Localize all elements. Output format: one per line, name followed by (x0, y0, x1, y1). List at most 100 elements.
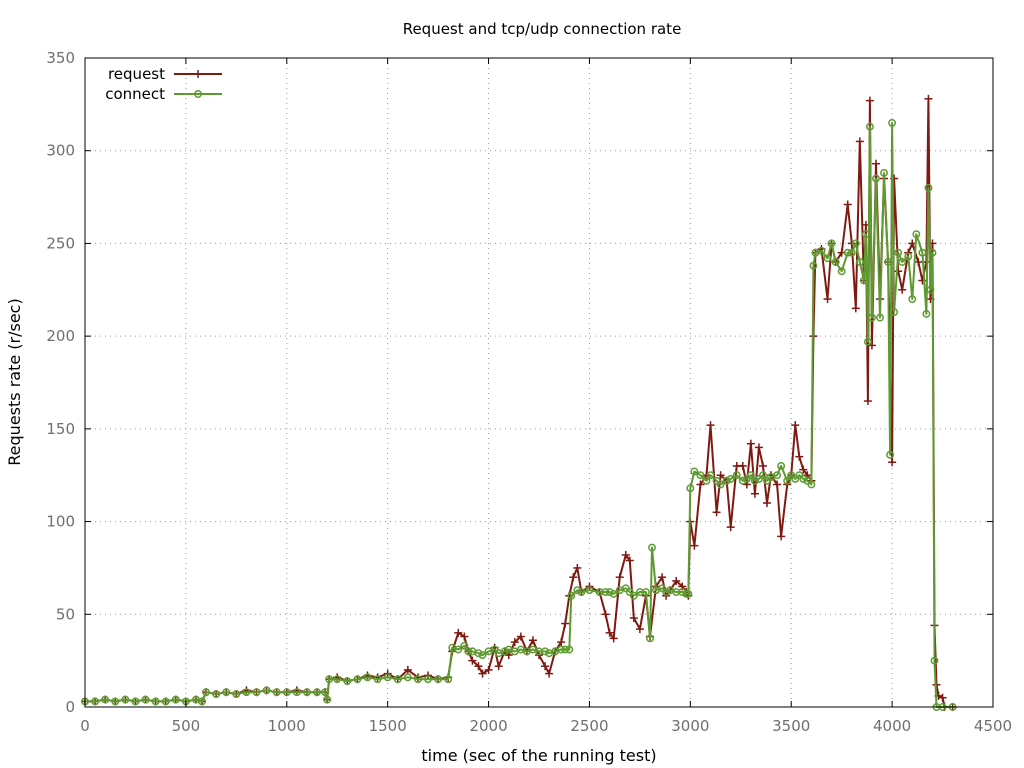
request-point (855, 137, 864, 146)
connect-point (601, 588, 610, 596)
request-point (605, 628, 614, 637)
request-point (894, 267, 903, 276)
connect-point (444, 675, 453, 684)
request-point (888, 458, 897, 467)
connect-point (738, 476, 747, 485)
request-point (716, 471, 725, 480)
y-axis-title: Requests rate (r/sec) (5, 298, 24, 465)
request-point (658, 573, 667, 582)
connect-point (863, 337, 872, 346)
request-point (454, 628, 463, 637)
connect-point (91, 697, 100, 706)
connect-point (926, 285, 935, 294)
connect-point (478, 651, 487, 660)
request-point (823, 295, 832, 304)
request-point (621, 550, 630, 559)
connect-point (353, 675, 362, 684)
connect-point (121, 695, 130, 704)
connect-point (460, 641, 469, 650)
connect-point (222, 688, 231, 697)
connect-point (827, 239, 836, 248)
legend: request connect (105, 65, 222, 103)
request-point (938, 693, 947, 702)
legend-marker-connect (194, 90, 202, 98)
request-point (914, 257, 923, 266)
connect-point (894, 248, 903, 257)
request-point (843, 200, 852, 209)
connect-point (373, 675, 382, 684)
connect-point (750, 476, 759, 485)
connect-point (807, 480, 816, 489)
y-tick-label: 300 (46, 142, 75, 160)
connect-point (403, 673, 412, 682)
request-point (851, 304, 860, 313)
request-point (625, 556, 634, 565)
request-point (799, 465, 808, 474)
connect-point (282, 688, 291, 697)
connect-point (799, 474, 808, 483)
x-axis-title: time (sec of the running test) (421, 746, 656, 765)
connect-point (541, 647, 550, 656)
series-connect (81, 118, 957, 711)
legend-label-connect: connect (105, 85, 165, 103)
request-point (478, 669, 487, 678)
connect-point (111, 697, 120, 706)
connect-point (843, 248, 852, 257)
request-point (738, 461, 747, 470)
connect-point (732, 471, 741, 480)
connect-point (557, 645, 566, 654)
x-tick-label: 3500 (772, 717, 810, 735)
connect-point (823, 254, 832, 263)
connect-point (706, 471, 715, 480)
request-point (758, 461, 767, 470)
y-tick-label: 50 (56, 605, 75, 623)
connect-point (292, 688, 301, 697)
connect-point (904, 252, 913, 261)
connect-point (696, 471, 705, 480)
connect-point (865, 122, 874, 131)
x-tick-label: 2500 (570, 717, 608, 735)
connect-point (252, 688, 261, 697)
connect-point (242, 688, 251, 697)
request-point (557, 638, 566, 647)
connect-point (809, 261, 818, 270)
plot-frame (84, 57, 994, 708)
connect-point (393, 675, 402, 684)
connect-point (232, 690, 241, 698)
x-tick-label: 500 (172, 717, 201, 735)
connect-point (561, 645, 570, 654)
request-point (773, 480, 782, 489)
connect-point (890, 308, 899, 316)
y-tick-label: 150 (46, 420, 75, 438)
request-point (541, 662, 550, 671)
connect-point (690, 467, 699, 476)
connect-point (759, 471, 767, 480)
connect-point (648, 543, 656, 552)
x-tick-label: 3000 (671, 717, 709, 735)
connect-point (922, 309, 931, 318)
grid (85, 58, 993, 707)
request-point (468, 656, 477, 665)
request-point (629, 613, 638, 622)
request-point (494, 662, 503, 671)
connect-point (702, 476, 711, 485)
request-point (609, 634, 618, 643)
connect-point (773, 471, 782, 480)
connect-point (101, 695, 110, 704)
connect-point (325, 675, 334, 684)
connect-point (646, 634, 654, 643)
connect-point (573, 586, 582, 595)
connect-point (333, 675, 342, 684)
request-point (690, 541, 699, 550)
x-tick-label: 1500 (369, 717, 407, 735)
connect-point (577, 588, 586, 596)
series-group (81, 94, 957, 711)
request-point (474, 662, 483, 671)
connect-point (855, 258, 864, 266)
connect-point (272, 688, 281, 697)
request-point (635, 625, 644, 634)
y-tick-label: 200 (46, 327, 75, 345)
connect-point (662, 588, 671, 596)
connect-point (363, 673, 372, 682)
